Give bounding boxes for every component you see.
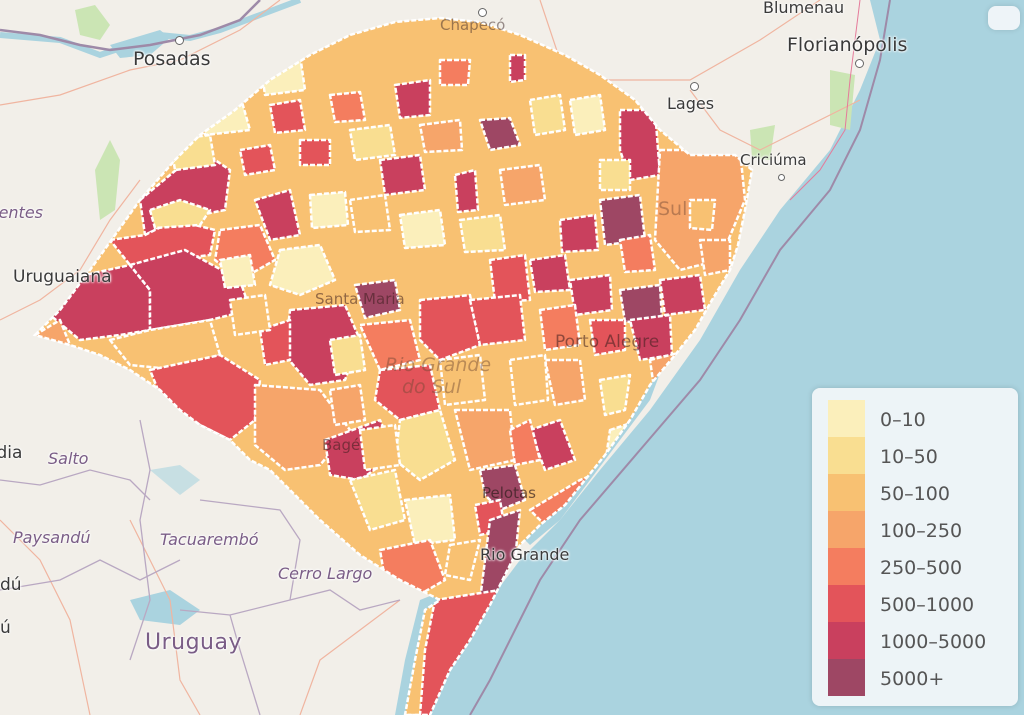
legend-label: 1000–5000 bbox=[880, 631, 987, 653]
chapeco-marker-icon bbox=[478, 8, 487, 17]
label-chapeco: Chapecó bbox=[440, 16, 506, 34]
map-legend: 0–10 10–50 50–100 100–250 250–500 500–10… bbox=[812, 388, 1018, 706]
lages-marker-icon bbox=[690, 82, 699, 91]
legend-label: 500–1000 bbox=[880, 594, 975, 616]
florianopolis-marker-icon bbox=[855, 59, 864, 68]
legend-item: 10–50 bbox=[828, 437, 1013, 474]
legend-swatch bbox=[828, 548, 865, 585]
legend-item: 1000–5000 bbox=[828, 622, 1013, 659]
label-cerro-largo: Cerro Largo bbox=[278, 564, 373, 583]
label-florianopolis: Florianópolis bbox=[787, 34, 908, 56]
layer-control-button[interactable] bbox=[988, 6, 1020, 30]
label-fragment-u: ú bbox=[0, 618, 11, 638]
legend-item: 500–1000 bbox=[828, 585, 1013, 622]
legend-item: 5000+ bbox=[828, 659, 1013, 696]
label-rio-grande: Rio Grande bbox=[480, 545, 570, 564]
label-concordia: Concordia bbox=[0, 443, 23, 463]
label-state-line2: do Sul bbox=[402, 376, 462, 398]
legend-swatch bbox=[828, 622, 865, 659]
posadas-marker-icon bbox=[175, 36, 184, 45]
label-fragment-du: dú bbox=[0, 575, 22, 595]
legend-item: 250–500 bbox=[828, 548, 1013, 585]
legend-item: 50–100 bbox=[828, 474, 1013, 511]
legend-swatch bbox=[828, 659, 865, 696]
legend-label: 0–10 bbox=[880, 409, 926, 431]
label-santa-maria: Santa Maria bbox=[315, 290, 405, 308]
legend-item: 100–250 bbox=[828, 511, 1013, 548]
label-paysandu: Paysandú bbox=[13, 528, 91, 547]
legend-swatch bbox=[828, 474, 865, 511]
label-uruguaiana: Uruguaiana bbox=[13, 267, 112, 287]
label-posadas: Posadas bbox=[133, 48, 211, 70]
label-blumenau: Blumenau bbox=[763, 0, 845, 17]
legend-item: 0–10 bbox=[828, 400, 1013, 437]
label-pelotas: Pelotas bbox=[482, 484, 536, 502]
legend-label: 250–500 bbox=[880, 557, 963, 579]
legend-label: 5000+ bbox=[880, 668, 945, 690]
legend-label: 50–100 bbox=[880, 483, 950, 505]
legend-swatch bbox=[828, 437, 865, 474]
label-bage: Bagé bbox=[322, 436, 361, 454]
label-state-line1: Rio Grande bbox=[385, 354, 492, 376]
label-corrientes: Corrientes bbox=[0, 203, 43, 222]
legend-swatch bbox=[828, 511, 865, 548]
label-salto: Salto bbox=[48, 449, 89, 468]
label-uruguay: Uruguay bbox=[145, 630, 242, 655]
label-tacuarembo: Tacuarembó bbox=[160, 530, 259, 549]
legend-label: 100–250 bbox=[880, 520, 963, 542]
criciuma-marker-icon bbox=[778, 174, 785, 181]
label-state-sul: Sul bbox=[658, 198, 688, 220]
label-porto-alegre: Porto Alegre bbox=[555, 332, 660, 352]
label-criciuma: Criciúma bbox=[740, 151, 807, 169]
legend-label: 10–50 bbox=[880, 446, 938, 468]
legend-swatch bbox=[828, 585, 865, 622]
label-lages: Lages bbox=[667, 94, 715, 113]
legend-swatch bbox=[828, 400, 865, 437]
